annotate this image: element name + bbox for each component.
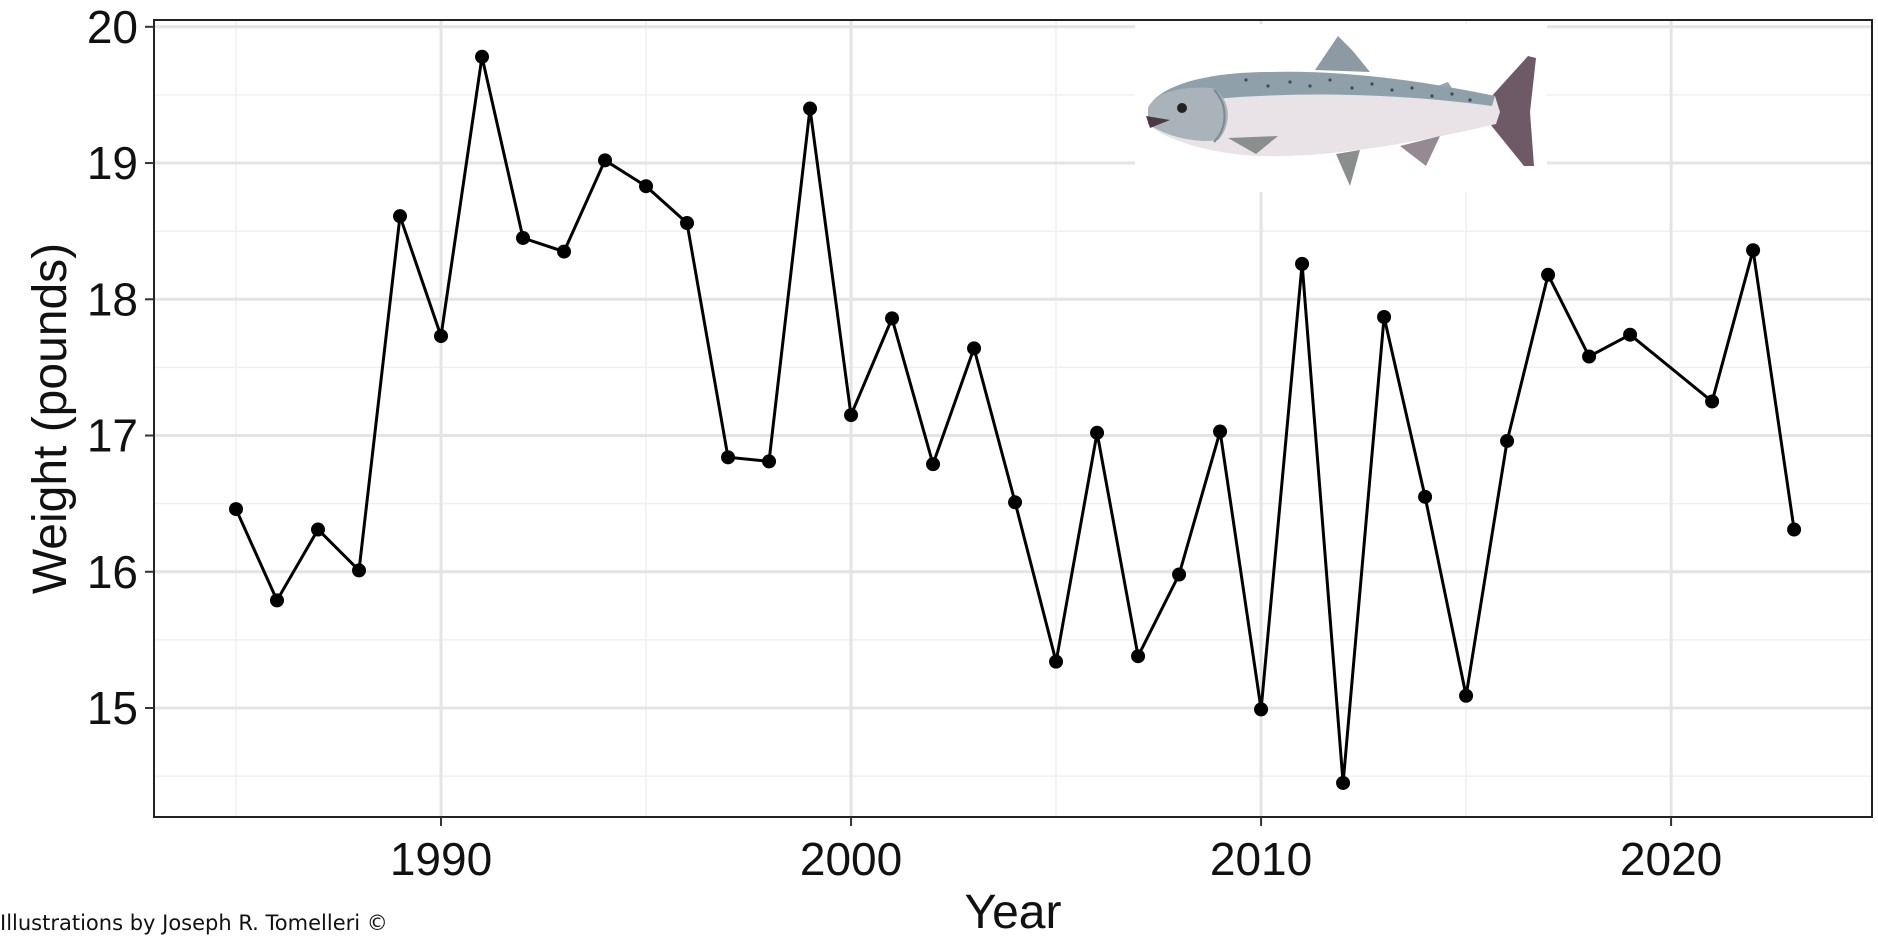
y-axis-label: Weight (pounds) bbox=[24, 243, 77, 594]
data-point bbox=[434, 329, 449, 344]
data-point bbox=[270, 593, 285, 608]
series-line bbox=[234, 56, 1796, 784]
data-point bbox=[1131, 649, 1146, 664]
y-tick-label: 15 bbox=[87, 682, 138, 734]
panel-border bbox=[153, 19, 1873, 818]
x-tick-label: 2010 bbox=[1210, 833, 1312, 885]
data-point bbox=[311, 522, 326, 537]
data-point bbox=[1623, 327, 1638, 342]
x-tick-label: 2020 bbox=[1620, 833, 1722, 885]
data-point bbox=[680, 215, 695, 230]
data-point bbox=[1705, 394, 1720, 409]
data-point bbox=[229, 502, 244, 517]
data-point bbox=[475, 49, 490, 64]
data-point bbox=[762, 454, 777, 469]
y-tick-label: 17 bbox=[87, 410, 138, 462]
y-tick-label: 18 bbox=[87, 273, 138, 325]
salmon-illustration-icon bbox=[1135, 24, 1547, 192]
data-point bbox=[885, 311, 900, 326]
data-point bbox=[1500, 433, 1515, 448]
data-point bbox=[352, 563, 367, 578]
data-point bbox=[844, 408, 859, 423]
x-tick-label: 2000 bbox=[800, 833, 902, 885]
data-point bbox=[1746, 243, 1761, 258]
data-point bbox=[1090, 425, 1105, 440]
data-point bbox=[1459, 688, 1474, 703]
data-point bbox=[598, 153, 613, 168]
x-tick-label: 1990 bbox=[390, 833, 492, 885]
data-point bbox=[1213, 424, 1228, 439]
y-tick-label: 20 bbox=[87, 1, 138, 53]
data-point bbox=[1377, 310, 1392, 325]
data-point bbox=[393, 209, 408, 224]
data-point bbox=[967, 341, 982, 356]
data-point bbox=[1008, 495, 1023, 510]
x-axis-label: Year bbox=[965, 886, 1062, 937]
data-point bbox=[803, 101, 818, 116]
illustration-credit: Illustrations by Joseph R. Tomelleri © bbox=[0, 911, 388, 935]
grid bbox=[154, 20, 1872, 817]
data-point bbox=[1254, 702, 1269, 717]
data-point bbox=[1295, 256, 1310, 271]
data-point bbox=[1787, 522, 1802, 537]
data-point bbox=[1418, 489, 1433, 504]
y-tick-label: 19 bbox=[87, 137, 138, 189]
data-point bbox=[1172, 567, 1187, 582]
data-point bbox=[1582, 349, 1597, 364]
data-point bbox=[557, 244, 572, 259]
data-point bbox=[1336, 775, 1351, 790]
data-point bbox=[1049, 654, 1064, 669]
data-point bbox=[639, 179, 654, 194]
data-point bbox=[926, 457, 941, 472]
y-tick-label: 16 bbox=[87, 546, 138, 598]
data-point bbox=[721, 450, 736, 465]
data-point bbox=[1541, 267, 1556, 282]
data-point bbox=[516, 230, 531, 245]
plot-area bbox=[229, 49, 1802, 790]
